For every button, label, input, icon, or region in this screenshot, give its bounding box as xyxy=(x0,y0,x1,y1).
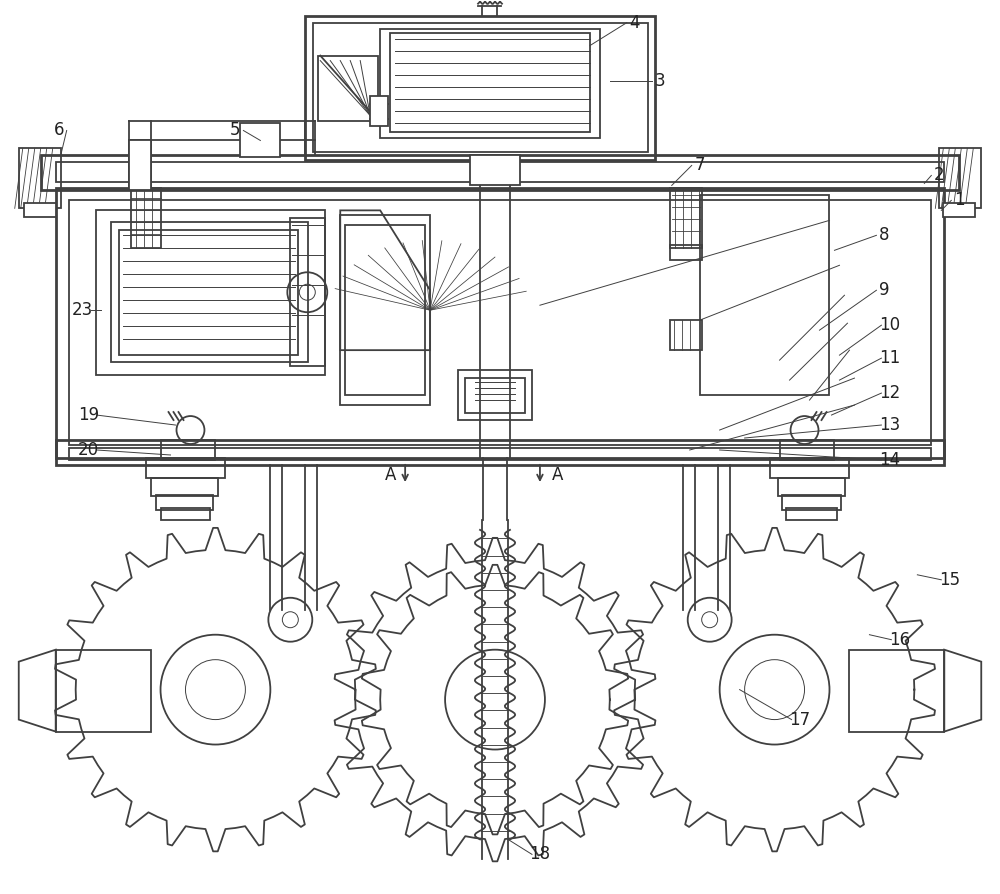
Bar xyxy=(770,458,849,478)
Bar xyxy=(69,448,931,460)
Bar xyxy=(380,29,600,139)
Text: 19: 19 xyxy=(78,406,99,424)
Bar xyxy=(670,189,702,249)
Text: 3: 3 xyxy=(654,72,665,89)
Bar xyxy=(318,55,378,121)
Bar xyxy=(458,370,532,420)
Text: 14: 14 xyxy=(879,451,900,469)
Bar xyxy=(700,196,829,395)
Bar xyxy=(56,440,944,465)
Text: A: A xyxy=(552,466,564,484)
Bar xyxy=(313,22,648,153)
Text: 16: 16 xyxy=(889,630,910,649)
Bar xyxy=(131,189,161,249)
Text: 7: 7 xyxy=(694,156,705,174)
Bar xyxy=(69,200,931,445)
Bar xyxy=(119,231,298,355)
Text: 1: 1 xyxy=(954,191,965,209)
Bar xyxy=(305,16,655,160)
Text: A: A xyxy=(384,466,396,484)
Bar xyxy=(151,478,218,496)
Text: 5: 5 xyxy=(230,122,241,139)
Bar xyxy=(370,96,388,125)
Text: 17: 17 xyxy=(789,711,810,729)
Text: 9: 9 xyxy=(879,282,890,299)
Bar xyxy=(156,495,213,510)
Text: 13: 13 xyxy=(879,416,900,434)
Text: 2: 2 xyxy=(934,166,945,184)
Text: 15: 15 xyxy=(939,570,960,589)
Bar xyxy=(56,163,944,182)
Text: 10: 10 xyxy=(879,316,900,334)
Bar xyxy=(111,223,308,362)
Bar xyxy=(19,148,61,208)
Bar xyxy=(849,650,944,731)
Bar xyxy=(470,156,520,185)
Text: 11: 11 xyxy=(879,350,900,367)
Bar xyxy=(129,140,151,190)
Bar xyxy=(939,148,981,208)
Bar xyxy=(782,495,841,510)
Bar xyxy=(670,320,702,350)
Text: 18: 18 xyxy=(529,846,551,864)
Bar xyxy=(943,203,975,217)
Bar xyxy=(390,33,590,132)
Bar xyxy=(786,508,837,520)
Bar xyxy=(146,458,225,478)
Text: 8: 8 xyxy=(879,226,890,244)
Text: 23: 23 xyxy=(72,301,93,319)
Bar xyxy=(240,122,280,157)
Bar xyxy=(56,650,151,731)
Bar xyxy=(778,478,845,496)
Bar xyxy=(24,203,56,217)
Bar xyxy=(465,378,525,413)
Bar xyxy=(670,245,702,260)
Text: 4: 4 xyxy=(630,13,640,31)
Text: 12: 12 xyxy=(879,384,900,402)
Bar xyxy=(41,156,959,190)
Bar xyxy=(290,218,325,367)
Bar xyxy=(56,189,944,458)
Text: 6: 6 xyxy=(53,122,64,139)
Bar xyxy=(780,440,834,460)
Bar xyxy=(161,508,210,520)
Bar xyxy=(161,440,215,460)
Bar xyxy=(96,210,325,375)
Text: 20: 20 xyxy=(78,441,99,459)
